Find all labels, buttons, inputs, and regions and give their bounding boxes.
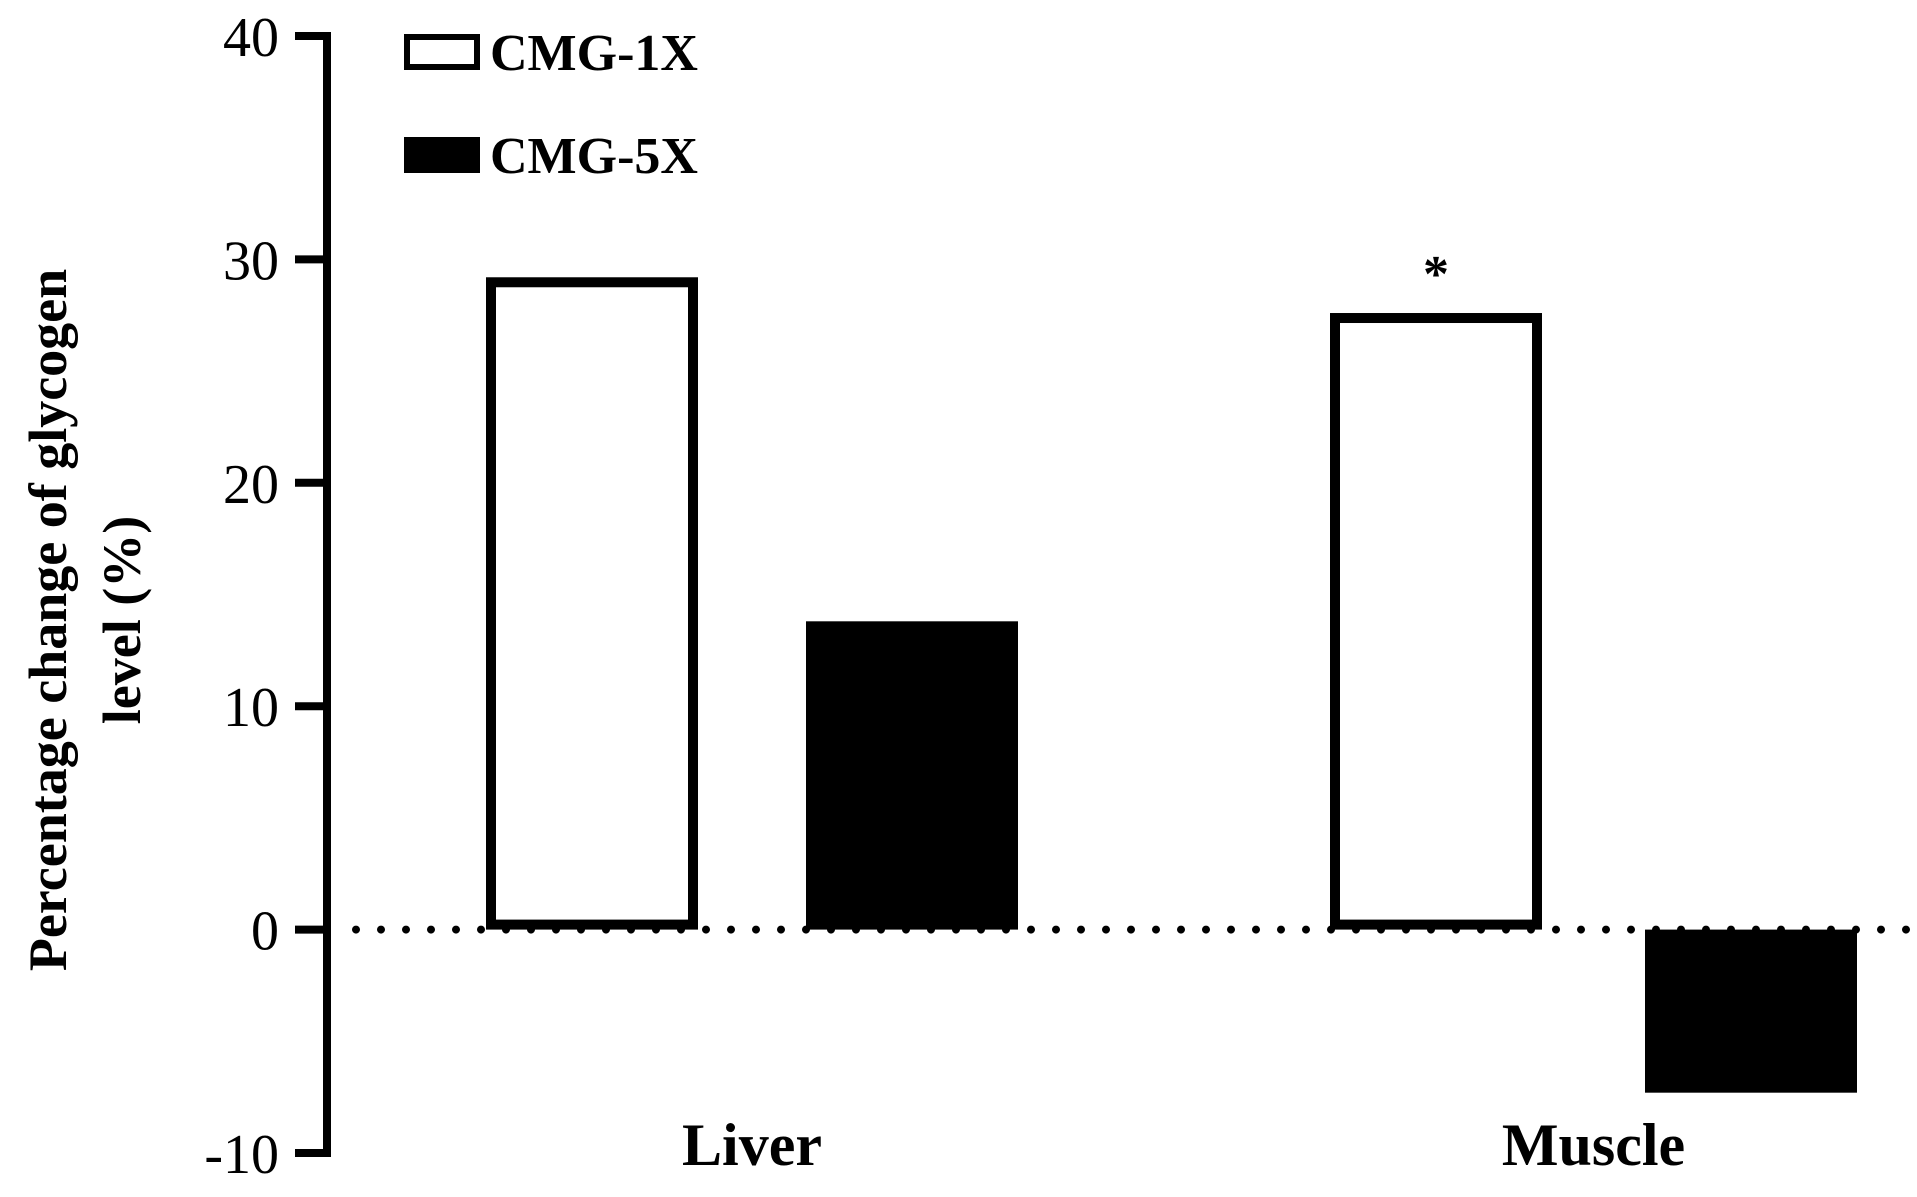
category-label-muscle: Muscle	[1502, 1112, 1685, 1178]
y-axis-title-line-1: Percentage change of glycogen	[18, 269, 78, 971]
legend-swatch-cmg-5x	[404, 137, 480, 173]
category-labels: Liver Muscle	[682, 1112, 1685, 1178]
y-tick-label: 10	[223, 677, 279, 739]
y-tick-label: 30	[223, 230, 279, 292]
category-label-liver: Liver	[682, 1112, 822, 1178]
bar-muscle-cmg-5x	[1645, 929, 1857, 1093]
significance-asterisk: *	[1423, 246, 1449, 303]
y-tick-label: -10	[204, 1124, 279, 1186]
y-tick-label: 20	[223, 454, 279, 516]
legend-swatch-cmg-1x	[404, 34, 480, 70]
legend-label-cmg-5x: CMG-5X	[490, 128, 698, 185]
y-axis-title: Percentage change of glycogen level (%)	[18, 269, 152, 971]
y-axis-title-line-2: level (%)	[92, 516, 152, 724]
y-tick-label: 0	[251, 901, 279, 963]
axes: 40 30 20 10 0 -10	[204, 7, 331, 1186]
bar-liver-cmg-5x	[806, 621, 1018, 930]
legend-label-cmg-1x: CMG-1X	[490, 25, 698, 82]
annotations: *	[1423, 246, 1449, 303]
legend: CMG-1X CMG-5X	[404, 25, 698, 185]
bar-liver-cmg-1x	[486, 277, 698, 930]
bars	[486, 277, 1857, 1093]
y-tick-label: 40	[223, 7, 279, 69]
bar-muscle-cmg-1x	[1330, 313, 1542, 930]
